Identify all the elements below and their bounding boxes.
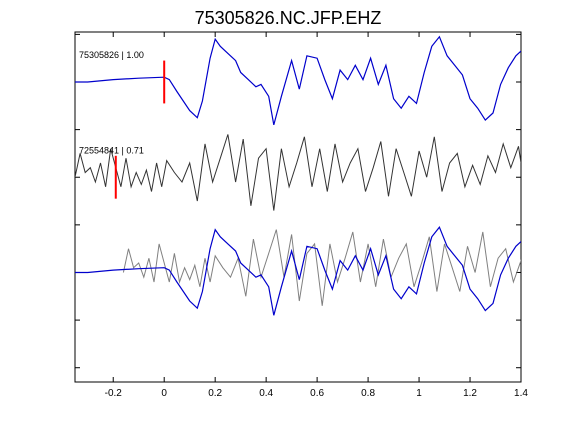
x-tick-label: 0.4 — [259, 388, 273, 399]
series-line — [75, 134, 521, 211]
trace-labels: 75305826 | 1.00 72554841 | 0.71 — [79, 50, 144, 155]
axis-ticks: -0.2 0 0.2 0.4 0.6 0.8 1 1.2 1.4 — [75, 32, 528, 399]
series-line — [122, 229, 521, 306]
plot-frame — [74, 31, 522, 383]
trace-label: 72554841 | 0.71 — [79, 145, 144, 155]
x-tick-label: 1.4 — [514, 388, 528, 399]
x-tick-label: 1 — [416, 388, 422, 399]
x-tick-label: 0.8 — [361, 388, 375, 399]
series-line — [75, 226, 521, 316]
trace-label: 75305826 | 1.00 — [79, 50, 144, 60]
x-tick-label: 1.2 — [463, 388, 477, 399]
traces-group — [75, 35, 521, 316]
chart-title: 75305826.NC.JFP.EHZ — [195, 8, 382, 28]
x-tick-label: 0.2 — [208, 388, 222, 399]
series-line — [75, 35, 521, 126]
x-tick-label: 0.6 — [310, 388, 324, 399]
x-tick-label: -0.2 — [105, 388, 123, 399]
x-tick-label: 0 — [161, 388, 167, 399]
